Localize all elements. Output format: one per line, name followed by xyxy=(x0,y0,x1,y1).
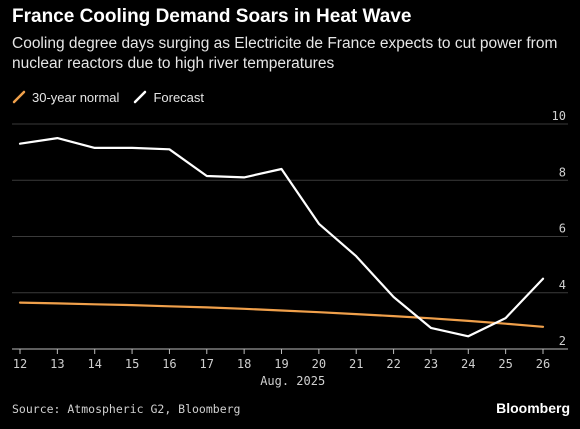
legend-item-normal: 30-year normal xyxy=(12,90,119,105)
x-tick-label-12: 12 xyxy=(13,357,27,371)
legend-item-forecast: Forecast xyxy=(133,90,204,105)
series-line-normal xyxy=(18,301,545,328)
y-tick-label-10: 10 xyxy=(552,109,566,123)
y-tick-label-4: 4 xyxy=(559,278,566,292)
legend-swatch-normal xyxy=(12,90,26,104)
x-tick-label-18: 18 xyxy=(237,357,251,371)
bloomberg-logo: Bloomberg xyxy=(496,400,570,416)
source-note: Source: Atmospheric G2, Bloomberg xyxy=(12,402,241,416)
legend: 30-year normal Forecast xyxy=(12,88,218,106)
legend-label-forecast: Forecast xyxy=(153,89,205,105)
x-tick-label-14: 14 xyxy=(87,357,101,371)
legend-label-normal: 30-year normal xyxy=(32,89,120,105)
y-tick-label-2: 2 xyxy=(559,334,566,348)
x-tick-label-20: 20 xyxy=(312,357,326,371)
chart-subtitle: Cooling degree days surging as Electrici… xyxy=(12,35,558,72)
x-tick-label-19: 19 xyxy=(274,357,288,371)
x-tick-label-22: 22 xyxy=(386,357,400,371)
x-tick-label-17: 17 xyxy=(200,357,214,371)
x-tick-label-15: 15 xyxy=(125,357,139,371)
x-axis-label: Aug. 2025 xyxy=(260,374,325,388)
legend-swatch-forecast xyxy=(134,90,147,104)
x-tick-label-26: 26 xyxy=(536,357,550,371)
series-line-forecast xyxy=(18,137,545,338)
x-tick-label-24: 24 xyxy=(461,357,475,371)
x-tick-label-16: 16 xyxy=(162,357,176,371)
x-tick-label-23: 23 xyxy=(424,357,438,371)
y-tick-label-8: 8 xyxy=(559,165,566,179)
chart-title: France Cooling Demand Soars in Heat Wave xyxy=(12,6,412,27)
x-tick-label-13: 13 xyxy=(50,357,64,371)
x-tick-label-21: 21 xyxy=(349,357,363,371)
x-tick-label-25: 25 xyxy=(498,357,512,371)
y-tick-label-6: 6 xyxy=(559,222,566,236)
